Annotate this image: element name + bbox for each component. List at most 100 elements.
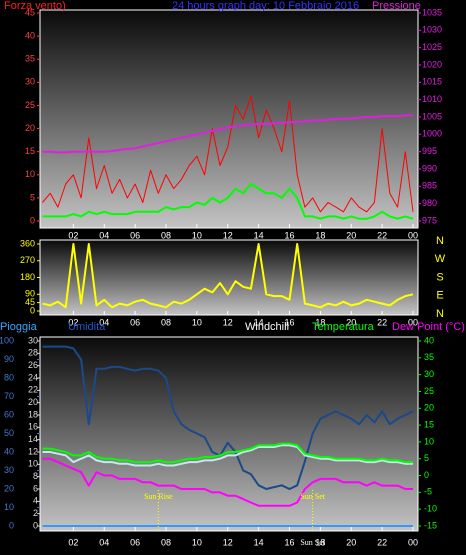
y-tick-label: 14	[28, 434, 38, 444]
x-tick-label: 18	[315, 537, 325, 547]
compass-label: E	[436, 290, 443, 302]
y-tick-label: 10	[25, 169, 35, 179]
y-tick-label: 45	[25, 297, 35, 307]
y-tick-label: 12	[28, 446, 38, 456]
y-tick-label: 180	[20, 272, 35, 282]
x-tick-label: 06	[130, 317, 140, 327]
x-tick-label: 10	[192, 537, 202, 547]
y-tick-label: 40	[4, 446, 14, 456]
annotation-label: Sun Rise	[144, 492, 173, 501]
series-line	[42, 457, 413, 507]
series-line	[42, 444, 413, 467]
y-tick-label: 28	[28, 348, 38, 358]
y-tick-label: 2	[33, 508, 38, 518]
y-tick-label: 22	[28, 385, 38, 395]
x-tick-label: 00	[408, 230, 418, 240]
y-tick-label: 30	[25, 77, 35, 87]
y-tick-label: 40	[424, 335, 434, 345]
y-tick-label: 60	[4, 409, 14, 419]
x-tick-label: 08	[161, 537, 171, 547]
y-tick-label: 1010	[422, 94, 442, 104]
y-tick-label: 20	[25, 123, 35, 133]
x-tick-label: 04	[99, 317, 109, 327]
x-tick-label: 12	[223, 230, 233, 240]
x-tick-label: 18	[315, 317, 325, 327]
x-tick-label: 20	[346, 537, 356, 547]
y-tick-label: 20	[28, 397, 38, 407]
plot-area	[39, 336, 419, 532]
compass-label: S	[436, 271, 443, 283]
x-tick-label: 16	[284, 230, 294, 240]
y-tick-label: 30	[4, 465, 14, 475]
x-tick-label: 16	[284, 537, 294, 547]
y-tick-label: 45	[25, 7, 35, 17]
plot-area	[39, 239, 419, 316]
x-tick-label: 14	[254, 230, 264, 240]
y-tick-label: 26	[28, 360, 38, 370]
y-tick-label: 10	[424, 436, 434, 446]
series-line	[42, 114, 413, 154]
x-tick-label: 12	[223, 537, 233, 547]
series-line	[42, 442, 413, 464]
x-tick-label: 12	[223, 317, 233, 327]
y-tick-label: 0	[30, 305, 35, 315]
chart-title: 24 hours graph day: 10 Febbraio 2016	[172, 0, 359, 12]
y-tick-label: 18	[28, 409, 38, 419]
x-tick-label: 22	[377, 317, 387, 327]
y-tick-label: 25	[25, 100, 35, 110]
series-line	[42, 243, 414, 309]
compass-label: W	[435, 253, 446, 265]
x-tick-label: 00	[408, 317, 418, 327]
x-tick-label: 20	[346, 230, 356, 240]
y-tick-label: 270	[20, 255, 35, 265]
y-tick-label: 80	[4, 372, 14, 382]
annotation-label: Sun Set	[300, 492, 325, 501]
annotation-axis-label: Sun Set	[300, 538, 325, 547]
x-tick-label: 18	[315, 230, 325, 240]
y-tick-label: 15	[424, 419, 434, 429]
x-tick-label: 02	[68, 317, 78, 327]
y-tick-label: 15	[25, 146, 35, 156]
x-tick-label: 14	[254, 317, 264, 327]
y-tick-label: 4	[33, 496, 38, 506]
x-tick-label: 06	[130, 537, 140, 547]
x-tick-label: 00	[408, 537, 418, 547]
y-tick-label: 24	[28, 372, 38, 382]
series-line	[42, 345, 414, 490]
y-tick-label: 8	[33, 471, 38, 481]
y-tick-label: 1000	[422, 129, 442, 139]
series-line	[42, 95, 414, 213]
y-tick-label: 980	[422, 198, 437, 208]
y-tick-label: 35	[424, 352, 434, 362]
y-tick-label: 1030	[422, 25, 442, 35]
y-tick-label: 6	[33, 483, 38, 493]
y-tick-label: 5	[424, 453, 429, 463]
header-label: Dew Point (°C)	[392, 321, 465, 333]
y-tick-label: 30	[28, 335, 38, 345]
y-tick-label: -5	[424, 487, 432, 497]
header-label: Pressione	[372, 0, 421, 12]
y-tick-label: 30	[424, 369, 434, 379]
x-tick-label: 04	[99, 230, 109, 240]
y-tick-label: 1025	[422, 42, 442, 52]
x-tick-label: 16	[284, 317, 294, 327]
y-tick-label: 20	[4, 483, 14, 493]
y-tick-label: 995	[422, 146, 437, 156]
y-tick-label: 5	[30, 192, 35, 202]
header-label: Pioggia	[0, 321, 38, 333]
y-tick-label: 90	[25, 289, 35, 299]
y-tick-label: 985	[422, 181, 437, 191]
header-label: Forza vento)	[4, 0, 66, 12]
x-tick-label: 06	[130, 230, 140, 240]
y-tick-label: 50	[4, 428, 14, 438]
y-tick-label: 100	[0, 335, 14, 345]
y-tick-label: 1035	[422, 7, 442, 17]
x-tick-label: 04	[99, 537, 109, 547]
y-tick-label: 975	[422, 215, 437, 225]
x-tick-label: 10	[192, 230, 202, 240]
header-label: Windchill	[245, 321, 289, 333]
y-tick-label: 70	[4, 391, 14, 401]
y-tick-label: 35	[25, 54, 35, 64]
header-label: Temperatura	[312, 321, 375, 333]
